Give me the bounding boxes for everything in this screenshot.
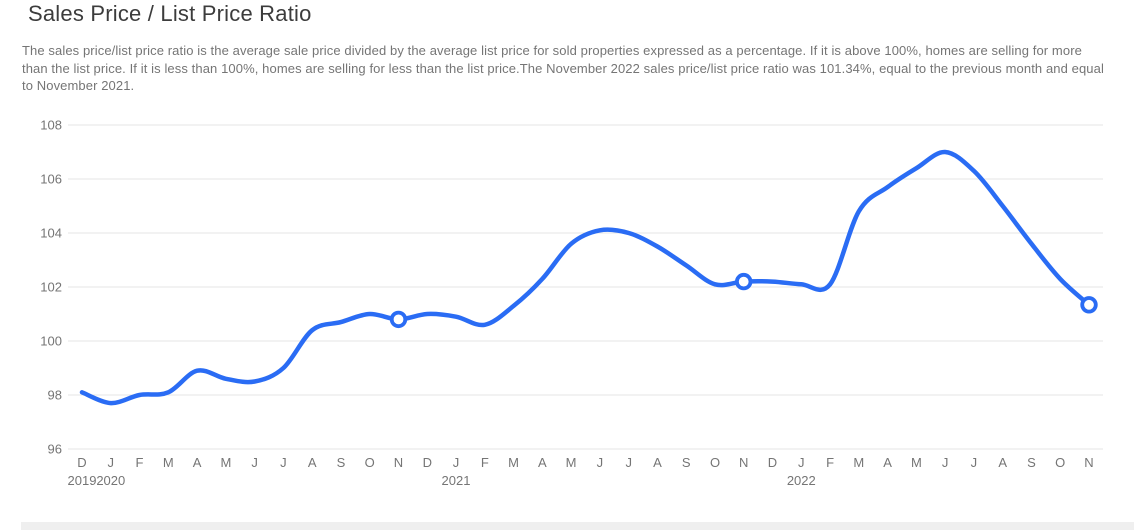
x-tick-label: A (653, 455, 662, 470)
x-tick-label: D (77, 455, 86, 470)
x-tick-label: D (768, 455, 777, 470)
x-tick-label: J (251, 455, 258, 470)
year-label: 2020 (96, 473, 125, 488)
page-title: Sales Price / List Price Ratio (28, 1, 312, 26)
year-label: 2022 (787, 473, 816, 488)
x-tick-label: J (971, 455, 978, 470)
chart-description: The sales price/list price ratio is the … (22, 43, 1104, 93)
x-tick-label: O (365, 455, 375, 470)
x-tick-label: J (280, 455, 287, 470)
x-tick-label: A (193, 455, 202, 470)
y-tick-label: 96 (48, 442, 62, 457)
x-tick-label: J (942, 455, 949, 470)
x-tick-label: S (337, 455, 346, 470)
year-label: 2019 (68, 473, 97, 488)
y-tick-label: 102 (40, 280, 62, 295)
x-tick-label: F (481, 455, 489, 470)
x-tick-label: A (998, 455, 1007, 470)
x-tick-label: M (220, 455, 231, 470)
x-tick-label: A (538, 455, 547, 470)
year-label: 2021 (442, 473, 471, 488)
y-tick-label: 106 (40, 172, 62, 187)
y-tick-label: 104 (40, 226, 62, 241)
x-tick-label: J (108, 455, 115, 470)
x-tick-label: N (1084, 455, 1093, 470)
x-tick-label: O (710, 455, 720, 470)
x-tick-label: D (423, 455, 432, 470)
x-tick-label: F (136, 455, 144, 470)
y-tick-label: 100 (40, 334, 62, 349)
x-tick-label: S (1027, 455, 1036, 470)
x-tick-label: M (853, 455, 864, 470)
x-tick-label: N (394, 455, 403, 470)
x-tick-label: J (625, 455, 632, 470)
x-tick-label: N (739, 455, 748, 470)
x-tick-label: O (1055, 455, 1065, 470)
x-tick-label: J (597, 455, 604, 470)
x-tick-label: M (566, 455, 577, 470)
ratio-series-line[interactable] (79, 149, 1092, 406)
data-point-marker[interactable] (1080, 296, 1098, 314)
x-tick-label: M (911, 455, 922, 470)
data-point-marker[interactable] (735, 272, 753, 291)
y-tick-label: 108 (40, 118, 62, 133)
x-tick-label: A (883, 455, 892, 470)
x-tick-label: M (508, 455, 519, 470)
section-divider (21, 522, 1134, 530)
x-tick-label: A (308, 455, 317, 470)
x-tick-label: J (453, 455, 460, 470)
y-tick-label: 98 (48, 388, 62, 403)
x-tick-label: M (163, 455, 174, 470)
x-tick-label: F (826, 455, 834, 470)
x-tick-label: J (798, 455, 805, 470)
x-tick-label: S (682, 455, 691, 470)
data-point-marker[interactable] (389, 310, 408, 329)
